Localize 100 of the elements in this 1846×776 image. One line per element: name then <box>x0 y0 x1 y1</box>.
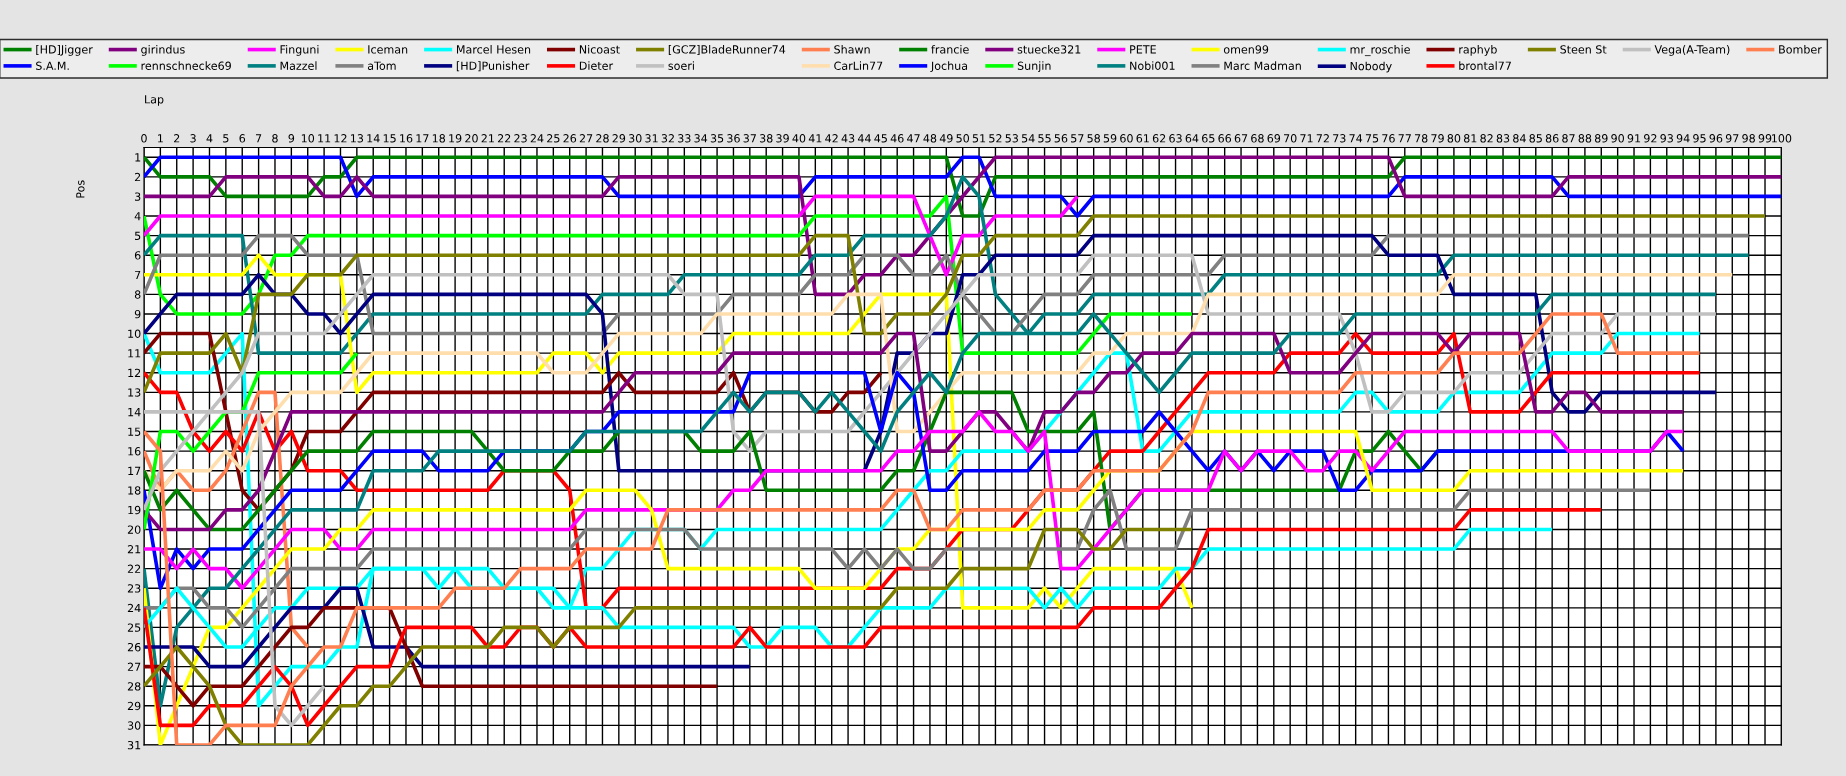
x-tick-label: 21 <box>481 134 494 143</box>
x-tick-label: 45 <box>874 134 887 143</box>
x-tick-label: 31 <box>645 134 658 143</box>
x-tick-label: 2 <box>174 134 180 143</box>
x-tick-label: 58 <box>1087 134 1100 143</box>
x-tick-label: 77 <box>1398 134 1411 143</box>
x-tick-label: 57 <box>1071 134 1084 143</box>
y-axis-title: Pos <box>76 180 85 198</box>
y-tick-label: 6 <box>134 251 141 260</box>
x-tick-label: 71 <box>1300 134 1313 143</box>
x-tick-label: 38 <box>759 134 773 143</box>
x-tick-label: 47 <box>907 134 920 143</box>
x-tick-label: 85 <box>1529 134 1542 143</box>
x-tick-label: 46 <box>890 134 904 143</box>
x-tick-label: 67 <box>1234 134 1248 143</box>
legend-label: Iceman <box>368 45 408 54</box>
legend-label: soeri <box>668 61 694 70</box>
x-tick-label: 74 <box>1349 134 1363 143</box>
x-tick-label: 48 <box>923 134 937 143</box>
x-tick-label: 73 <box>1333 134 1346 143</box>
legend-label: mr_roschie <box>1350 45 1410 57</box>
y-tick-label: 26 <box>127 642 141 652</box>
x-tick-label: 11 <box>318 134 331 143</box>
x-tick-label: 29 <box>612 134 626 143</box>
x-tick-label: 7 <box>255 134 262 143</box>
y-tick-label: 24 <box>127 603 141 613</box>
x-tick-label: 50 <box>956 134 970 143</box>
x-tick-label: 27 <box>579 134 593 143</box>
x-tick-label: 51 <box>972 134 986 143</box>
x-tick-label: 39 <box>776 134 789 143</box>
x-tick-label: 23 <box>514 134 527 143</box>
y-tick-label: 31 <box>127 740 141 750</box>
x-tick-label: 94 <box>1676 134 1690 143</box>
x-tick-label: 55 <box>1038 134 1051 143</box>
x-tick-label: 22 <box>497 134 511 143</box>
legend-label: Nobi001 <box>1130 61 1175 70</box>
y-tick-label: 1 <box>135 153 141 162</box>
x-tick-label: 60 <box>1120 134 1133 143</box>
x-tick-label: 78 <box>1415 134 1428 143</box>
x-tick-label: 100 <box>1772 134 1792 143</box>
x-tick-label: 86 <box>1545 134 1559 143</box>
legend-label: stuecke321 <box>1017 45 1081 54</box>
y-tick-label: 7 <box>135 270 141 279</box>
x-tick-label: 53 <box>1005 134 1018 143</box>
x-tick-label: 9 <box>288 134 295 143</box>
x-tick-label: 42 <box>825 134 838 143</box>
x-tick-label: 89 <box>1594 134 1608 143</box>
y-tick-label: 10 <box>128 329 141 338</box>
legend-label: [GCZ]BladeRunner74 <box>668 45 786 55</box>
x-tick-label: 64 <box>1185 134 1199 143</box>
y-tick-label: 19 <box>128 505 141 515</box>
x-tick-label: 6 <box>239 134 246 143</box>
y-tick-label: 12 <box>128 368 141 377</box>
x-tick-label: 87 <box>1562 134 1575 143</box>
x-tick-label: 26 <box>563 134 577 143</box>
x-tick-label: 79 <box>1431 134 1444 143</box>
x-tick-label: 8 <box>272 134 278 143</box>
x-tick-label: 25 <box>547 134 560 143</box>
y-tick-label: 22 <box>127 564 141 573</box>
x-tick-label: 98 <box>1742 134 1755 143</box>
x-tick-label: 84 <box>1513 134 1526 143</box>
legend-label: girindus <box>141 45 185 56</box>
legend-label: Marc Madman <box>1224 61 1301 70</box>
legend-label: PETE <box>1130 45 1156 54</box>
x-tick-label: 95 <box>1693 134 1706 143</box>
y-tick-label: 28 <box>127 682 141 691</box>
y-tick-label: 29 <box>127 701 141 711</box>
x-tick-label: 54 <box>1021 134 1035 143</box>
x-tick-label: 1 <box>158 134 163 143</box>
legend-label: Nobody <box>1350 61 1392 73</box>
x-tick-label: 93 <box>1660 134 1673 143</box>
x-tick-label: 37 <box>743 134 756 143</box>
x-tick-label: 20 <box>465 134 478 143</box>
x-tick-label: 17 <box>416 134 429 143</box>
x-tick-label: 40 <box>792 134 806 143</box>
x-tick-label: 14 <box>367 134 380 143</box>
y-tick-label: 4 <box>134 212 141 221</box>
x-tick-label: 62 <box>1152 134 1166 143</box>
x-tick-label: 0 <box>141 134 147 143</box>
y-tick-label: 20 <box>127 525 141 534</box>
x-tick-label: 30 <box>628 134 642 143</box>
x-tick-label: 96 <box>1709 134 1723 143</box>
x-tick-label: 88 <box>1578 134 1592 143</box>
x-tick-label: 10 <box>301 134 315 143</box>
x-tick-label: 49 <box>939 134 953 143</box>
x-tick-label: 90 <box>1611 134 1624 143</box>
x-tick-label: 35 <box>710 134 724 143</box>
x-tick-label: 13 <box>351 134 364 143</box>
y-tick-label: 2 <box>134 172 141 182</box>
x-tick-label: 91 <box>1627 134 1641 143</box>
legend-label: S.A.M. <box>36 61 69 70</box>
x-tick-label: 12 <box>334 134 347 143</box>
x-tick-label: 33 <box>678 134 691 143</box>
x-tick-label: 65 <box>1202 134 1215 143</box>
x-tick-label: 81 <box>1463 134 1477 143</box>
x-tick-label: 80 <box>1447 134 1461 143</box>
x-tick-label: 76 <box>1382 134 1395 143</box>
x-tick-label: 36 <box>727 134 740 143</box>
x-tick-label: 24 <box>530 134 544 143</box>
y-tick-label: 25 <box>127 623 141 632</box>
